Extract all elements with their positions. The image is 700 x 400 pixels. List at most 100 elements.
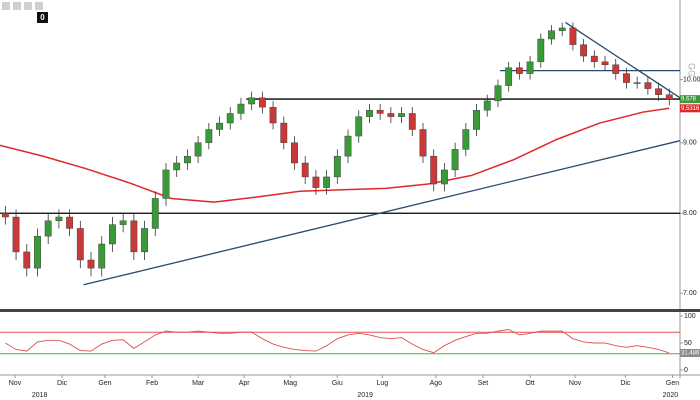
candle-body bbox=[98, 243, 106, 269]
tool-icon[interactable] bbox=[24, 2, 32, 10]
x-tick-label: Mag bbox=[283, 380, 297, 387]
candle-body bbox=[151, 198, 159, 229]
y-tick-label: 8.00 bbox=[683, 210, 697, 217]
tool-icon[interactable] bbox=[13, 2, 21, 10]
candle-body bbox=[366, 110, 373, 117]
candle-body bbox=[23, 251, 31, 269]
x-tick-label: Lug bbox=[376, 380, 388, 387]
x-tick-label: Gen bbox=[666, 380, 679, 387]
candle-body bbox=[301, 162, 309, 178]
badge[interactable]: 0 bbox=[40, 13, 45, 22]
candle-body bbox=[183, 155, 191, 164]
candle-body bbox=[344, 135, 352, 157]
candle-body bbox=[44, 220, 52, 237]
candle-body bbox=[419, 129, 427, 157]
toolbar: 0 bbox=[2, 2, 48, 23]
candle-body bbox=[87, 259, 95, 269]
candle-body bbox=[162, 169, 170, 199]
candle-body bbox=[141, 228, 148, 253]
candle-body bbox=[226, 113, 234, 124]
candle-body bbox=[655, 88, 662, 95]
candle-body bbox=[248, 97, 256, 105]
badge-box[interactable] bbox=[37, 12, 48, 23]
candle-body bbox=[537, 38, 545, 63]
y-tick-label: 9.00 bbox=[683, 140, 697, 147]
candle-body bbox=[269, 106, 277, 124]
candle-body bbox=[665, 94, 673, 100]
rsi-line bbox=[5, 329, 670, 354]
last-price-tag-box bbox=[680, 95, 700, 104]
candle-body bbox=[515, 67, 523, 74]
x-tick-label: Mar bbox=[192, 380, 205, 387]
candle-body bbox=[590, 55, 598, 63]
x-tick-label: Giu bbox=[332, 380, 343, 387]
tool-icon[interactable] bbox=[2, 2, 10, 10]
candle-body bbox=[280, 122, 288, 143]
candle-body bbox=[12, 216, 20, 253]
candle-body bbox=[505, 67, 513, 86]
candle-body bbox=[494, 85, 502, 102]
x-tick-label: Nov bbox=[9, 380, 22, 387]
candle-body bbox=[173, 162, 181, 171]
candle-body bbox=[558, 27, 566, 31]
candle-body bbox=[483, 100, 491, 111]
x-tick-label: Dic bbox=[57, 380, 68, 387]
candle-body bbox=[34, 235, 41, 269]
candle-body bbox=[462, 129, 470, 150]
candle-body bbox=[76, 228, 84, 261]
candle-body bbox=[644, 82, 652, 89]
candle-body bbox=[55, 216, 63, 221]
x-tick-label: Apr bbox=[239, 380, 251, 387]
candle-body bbox=[430, 155, 438, 185]
x-tick-label: Ott bbox=[525, 380, 534, 387]
candle-body bbox=[1, 213, 9, 218]
moving-average bbox=[0, 107, 670, 203]
candle-body bbox=[66, 216, 74, 229]
candle-body bbox=[109, 224, 116, 245]
trend-line bbox=[83, 140, 681, 286]
candle-body bbox=[633, 82, 641, 84]
year-label: 2019 bbox=[357, 392, 373, 399]
x-tick-label: Ago bbox=[430, 380, 443, 387]
rsi-tick-label: 50 bbox=[684, 340, 692, 347]
candle-body bbox=[237, 103, 245, 114]
candle-body bbox=[408, 113, 416, 130]
y-tick-label: 10.00 bbox=[683, 76, 700, 83]
candle-body bbox=[612, 64, 620, 74]
candle-body bbox=[526, 61, 534, 74]
candle-body bbox=[398, 113, 405, 117]
tool-icon[interactable] bbox=[35, 2, 43, 10]
candle-body bbox=[580, 44, 588, 57]
ma-tag-box bbox=[680, 104, 700, 113]
rsi-tag-box bbox=[680, 348, 700, 357]
candle-body bbox=[216, 122, 223, 130]
x-tick-label: Set bbox=[478, 380, 489, 387]
year-label: 2018 bbox=[32, 392, 48, 399]
candle-body bbox=[601, 61, 609, 65]
panel-separator bbox=[0, 309, 700, 312]
candle-body bbox=[258, 97, 266, 108]
ma-tag: 9.5316 bbox=[681, 106, 700, 112]
candle-body bbox=[548, 30, 555, 40]
candle-body bbox=[376, 110, 384, 114]
candle-body bbox=[355, 116, 363, 137]
candle-body bbox=[312, 176, 320, 188]
x-tick-label: Gen bbox=[98, 380, 111, 387]
rsi-tick-label: 100 bbox=[684, 313, 696, 320]
candle-body bbox=[119, 220, 127, 225]
candle-body bbox=[130, 220, 138, 253]
candle-body bbox=[451, 149, 459, 171]
rsi-tick-label: 0 bbox=[684, 367, 688, 374]
last-price-tag: 9.678 bbox=[681, 97, 697, 103]
candle-body bbox=[623, 73, 630, 83]
candle-body bbox=[194, 142, 202, 157]
x-tick-label: Dic bbox=[620, 380, 631, 387]
candle-body bbox=[205, 129, 213, 143]
x-tick-label: Feb bbox=[146, 380, 158, 387]
rsi-tag: 31.4867 bbox=[681, 351, 700, 357]
year-label: 2020 bbox=[663, 392, 679, 399]
y-tick-label: 7.00 bbox=[683, 290, 697, 297]
x-tick-label: Nov bbox=[569, 380, 582, 387]
